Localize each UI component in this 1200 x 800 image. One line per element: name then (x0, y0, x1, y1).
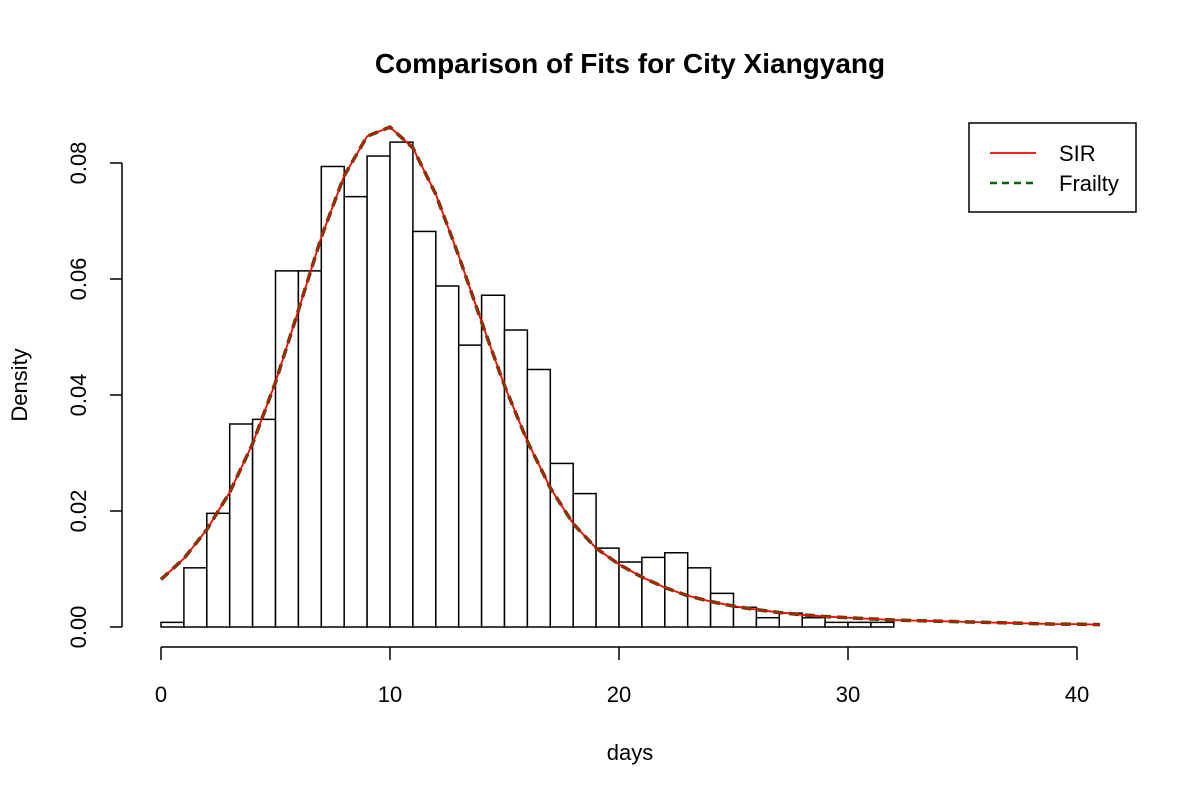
histogram-bar (457, 344, 483, 628)
histogram-bar (320, 165, 345, 628)
histogram-bar (732, 606, 758, 628)
y-tick-label: 0.06 (66, 258, 91, 301)
histogram-bar (824, 621, 849, 628)
histogram-bar (641, 556, 666, 628)
x-axis: 0 10 20 30 40 (155, 646, 1089, 707)
histogram-bar (847, 621, 872, 628)
histogram-bar (366, 155, 391, 628)
histogram-bar (297, 270, 323, 628)
y-tick-label: 0.04 (66, 374, 91, 417)
legend: SIR Frailty (968, 122, 1137, 213)
histogram-bar (228, 423, 254, 628)
histogram-bar (343, 195, 368, 628)
y-tick-label: 0.08 (66, 142, 91, 185)
histogram-bar (480, 294, 506, 628)
histogram-bar (206, 512, 231, 628)
histogram-bar (389, 141, 414, 628)
histogram-bar (183, 567, 208, 628)
histogram-bar (526, 368, 552, 628)
histogram-bar (160, 621, 185, 628)
histogram-bars (160, 141, 895, 628)
histogram-bar (870, 621, 895, 628)
y-tick-label: 0.00 (66, 606, 91, 649)
y-tick-label: 0.02 (66, 490, 91, 533)
x-axis-label: days (607, 740, 653, 765)
histogram-bar (709, 592, 735, 628)
histogram-bar (412, 230, 437, 628)
histogram-bar (503, 329, 529, 628)
x-tick-label: 20 (607, 682, 631, 707)
histogram-bar (618, 561, 643, 628)
histogram-bar (755, 616, 781, 628)
histogram-bar (572, 492, 597, 628)
legend-label-frailty: Frailty (1059, 171, 1119, 196)
x-tick-label: 40 (1065, 682, 1089, 707)
histogram-bar (549, 462, 574, 628)
chart-title: Comparison of Fits for City Xiangyang (375, 48, 885, 79)
series-line-sir (160, 126, 1100, 626)
legend-box (968, 122, 1137, 213)
x-tick-label: 10 (378, 682, 402, 707)
x-tick-label: 0 (155, 682, 167, 707)
histogram-bar (801, 616, 826, 628)
x-tick-label: 30 (836, 682, 860, 707)
y-axis: 0.00 0.02 0.04 0.06 0.08 (66, 142, 123, 649)
fit-curves (159, 125, 1100, 627)
y-axis-label: Density (7, 348, 32, 421)
histogram-bar (251, 418, 277, 628)
legend-label-sir: SIR (1059, 141, 1096, 166)
histogram-bar (435, 285, 460, 628)
